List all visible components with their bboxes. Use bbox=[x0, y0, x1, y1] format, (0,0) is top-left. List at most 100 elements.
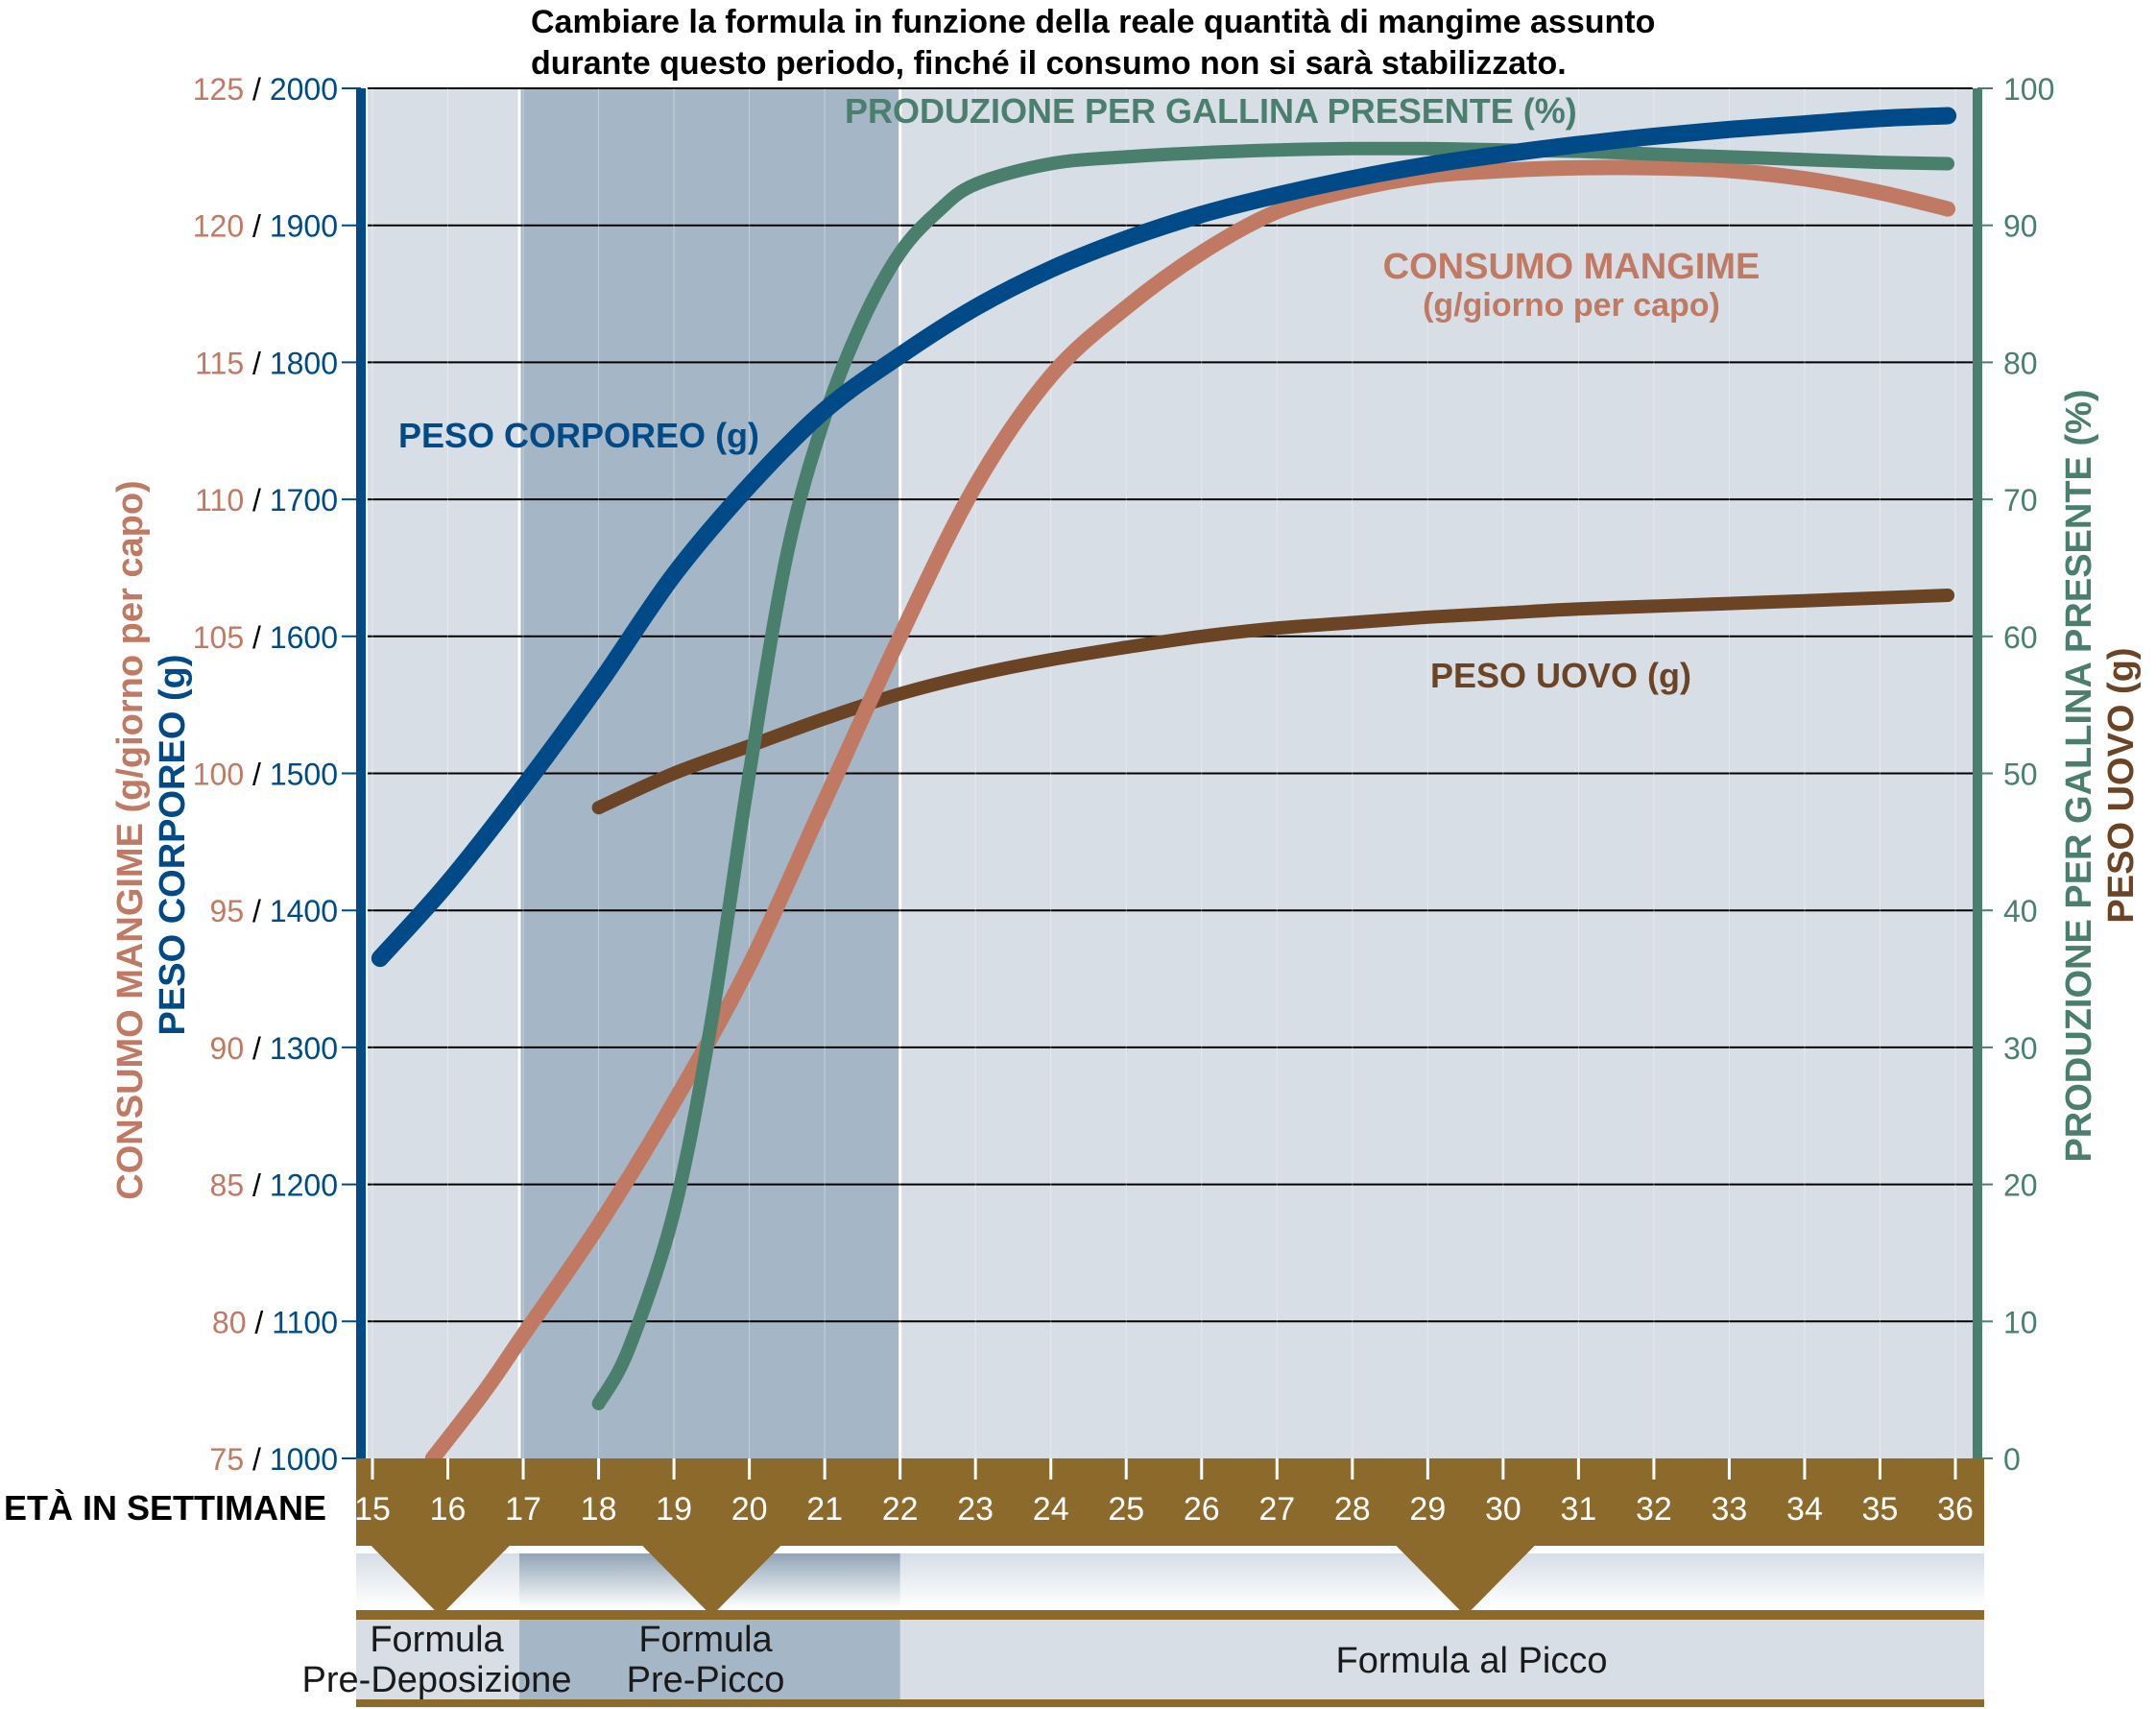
x-axis-title: ETÀ IN SETTIMANE bbox=[4, 1488, 326, 1528]
label-body-weight: PESO CORPOREO (g) bbox=[398, 416, 759, 455]
feed-tick-label: 105 bbox=[193, 620, 244, 655]
weight-tick-label: 1400 bbox=[270, 894, 338, 928]
label-feed-intake: CONSUMO MANGIME bbox=[1383, 247, 1761, 287]
age-tick-label: 35 bbox=[1862, 1491, 1899, 1528]
age-tick-label: 33 bbox=[1712, 1491, 1748, 1528]
note-line-1: Cambiare la formula in funzione della re… bbox=[531, 4, 1655, 40]
feed-tick-label: 80 bbox=[212, 1305, 247, 1339]
left-tick-label: 100 / 1500 bbox=[193, 758, 338, 792]
label-production: PRODUZIONE PER GALLINA PRESENTE (%) bbox=[845, 91, 1577, 131]
left-tick-label: 115 / 1800 bbox=[195, 346, 338, 380]
age-tick-label: 15 bbox=[354, 1491, 391, 1528]
tick-separator: / bbox=[244, 620, 270, 655]
age-tick-label: 34 bbox=[1786, 1491, 1823, 1528]
phase-label-1-line1: Formula bbox=[370, 1620, 504, 1660]
tick-separator: / bbox=[244, 1442, 270, 1477]
phase-label-2-line2: Pre-Picco bbox=[627, 1660, 785, 1700]
series-egg-weight bbox=[591, 589, 1955, 815]
left-tick-label: 80 / 1100 bbox=[212, 1305, 338, 1339]
right-tick-label: 40 bbox=[2003, 894, 2038, 928]
series-body-weight bbox=[371, 107, 1957, 968]
age-tick-label: 19 bbox=[656, 1491, 692, 1528]
feed-tick-label: 100 bbox=[193, 758, 244, 792]
tick-separator: / bbox=[244, 346, 270, 380]
right-tick-label: 70 bbox=[2003, 483, 2038, 518]
left-tick-label: 105 / 1600 bbox=[193, 620, 338, 655]
tick-separator: / bbox=[247, 1305, 273, 1339]
right-tick-label: 0 bbox=[2003, 1442, 2021, 1477]
left-tick-label: 75 / 1000 bbox=[210, 1442, 338, 1477]
feed-tick-label: 95 bbox=[210, 894, 245, 928]
label-egg-weight: PESO UOVO (g) bbox=[1430, 656, 1691, 695]
age-tick-label: 22 bbox=[882, 1491, 919, 1528]
phase-top-rule bbox=[356, 1610, 1984, 1620]
age-tick-label: 21 bbox=[806, 1491, 843, 1528]
age-tick-label: 16 bbox=[430, 1491, 467, 1528]
right-tick-label: 10 bbox=[2003, 1305, 2038, 1339]
feed-tick-label: 75 bbox=[210, 1442, 245, 1477]
age-bar bbox=[356, 1458, 1984, 1546]
phase-label-1-line2: Pre-Deposizione bbox=[302, 1660, 572, 1700]
right-tick-label: 80 bbox=[2003, 346, 2038, 380]
feed-tick-label: 110 bbox=[195, 483, 244, 518]
weight-tick-label: 1900 bbox=[270, 209, 338, 244]
tick-separator: / bbox=[244, 1168, 270, 1203]
age-tick-label: 17 bbox=[505, 1491, 541, 1528]
right-tick-label: 50 bbox=[2003, 758, 2038, 792]
feed-tick-label: 90 bbox=[210, 1031, 245, 1066]
right-tick-label: 100 bbox=[2003, 72, 2054, 107]
phase-arrow bbox=[1396, 1546, 1535, 1616]
tick-separator: / bbox=[244, 483, 270, 518]
age-tick-label: 23 bbox=[957, 1491, 994, 1528]
right-tick-label: 90 bbox=[2003, 209, 2038, 244]
phase-arrow bbox=[371, 1546, 510, 1616]
age-tick-label: 31 bbox=[1560, 1491, 1596, 1528]
phase-bottom-rule bbox=[356, 1699, 1984, 1707]
phase-label-3: Formula al Picco bbox=[1336, 1641, 1608, 1681]
left-axis-title-weight: PESO CORPOREO (g) bbox=[153, 655, 193, 1036]
left-tick-label: 125 / 2000 bbox=[193, 72, 338, 107]
right-tick-label: 20 bbox=[2003, 1168, 2038, 1203]
left-tick-label: 110 / 1700 bbox=[195, 483, 338, 518]
weight-tick-label: 1100 bbox=[272, 1305, 338, 1339]
tick-separator: / bbox=[244, 72, 270, 107]
left-tick-label: 95 / 1400 bbox=[210, 894, 338, 928]
right-tick-label: 30 bbox=[2003, 1031, 2038, 1066]
tick-separator: / bbox=[244, 209, 270, 244]
age-tick-label: 36 bbox=[1937, 1491, 1974, 1528]
age-tick-label: 27 bbox=[1258, 1491, 1295, 1528]
feed-tick-label: 115 bbox=[195, 346, 244, 380]
phase-arrow bbox=[642, 1546, 781, 1616]
weight-tick-label: 1300 bbox=[270, 1031, 338, 1066]
label-feed-intake-unit: (g/giorno per capo) bbox=[1423, 287, 1720, 324]
weight-tick-label: 1700 bbox=[270, 483, 338, 518]
age-tick-label: 24 bbox=[1033, 1491, 1069, 1528]
tick-separator: / bbox=[244, 1031, 270, 1066]
phase-box-pre-picco bbox=[519, 1620, 900, 1699]
age-tick-label: 29 bbox=[1409, 1491, 1446, 1528]
age-tick-label: 30 bbox=[1485, 1491, 1521, 1528]
weight-tick-label: 2000 bbox=[270, 72, 338, 107]
left-tick-label: 85 / 1200 bbox=[210, 1168, 338, 1203]
weight-tick-label: 1200 bbox=[270, 1168, 338, 1203]
age-tick-label: 26 bbox=[1184, 1491, 1220, 1528]
age-tick-label: 32 bbox=[1636, 1491, 1672, 1528]
right-tick-label: 60 bbox=[2003, 620, 2038, 655]
tick-separator: / bbox=[244, 894, 270, 928]
note-line-2: durante questo periodo, finché il consum… bbox=[531, 45, 1567, 82]
left-tick-label: 90 / 1300 bbox=[210, 1031, 338, 1066]
weight-tick-label: 1000 bbox=[270, 1442, 338, 1477]
age-tick-label: 20 bbox=[731, 1491, 768, 1528]
weight-tick-label: 1600 bbox=[270, 620, 338, 655]
age-tick-label: 28 bbox=[1334, 1491, 1371, 1528]
age-tick-label: 25 bbox=[1108, 1491, 1144, 1528]
feed-tick-label: 125 bbox=[193, 72, 244, 107]
phase-label-2-line1: Formula bbox=[638, 1620, 773, 1660]
age-tick-label: 18 bbox=[581, 1491, 617, 1528]
feed-tick-label: 120 bbox=[193, 209, 244, 244]
right-axis-title-egg: PESO UOVO (g) bbox=[2101, 647, 2142, 923]
series-feed-intake bbox=[424, 159, 1956, 1466]
right-axis-title-production: PRODUZIONE PER GALLINA PRESENTE (%) bbox=[2059, 389, 2099, 1162]
